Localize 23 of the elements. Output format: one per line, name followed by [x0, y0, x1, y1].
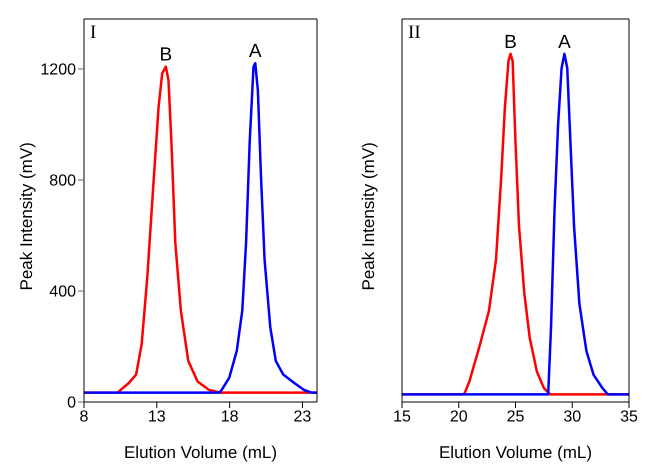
annotation: B — [504, 32, 517, 53]
x-tick-label: 13 — [148, 408, 166, 426]
y-tick-label: 1200 — [40, 62, 76, 79]
text: II — [408, 22, 421, 44]
x-tick-label: 8 — [80, 408, 89, 426]
y-tick-label: 400 — [49, 284, 76, 301]
annotation: A — [248, 41, 262, 62]
y-axis-title: Peak Intensity (mV) — [359, 142, 378, 290]
x-axis-title: Elution Volume (mL) — [124, 443, 278, 462]
x-tick-label: 25 — [506, 408, 524, 426]
x-tick-label: 30 — [563, 408, 582, 426]
x-tick-label: 18 — [220, 408, 239, 426]
y-tick-label: 0 — [67, 394, 76, 412]
x-axis-title: Elution Volume (mL) — [438, 443, 592, 462]
annotation: A — [558, 32, 572, 53]
x-tick-label: 15 — [393, 408, 411, 426]
x-tick-label: 20 — [450, 408, 468, 426]
y-tick-label: 800 — [49, 172, 76, 190]
x-tick-label: 23 — [294, 408, 312, 426]
y-axis-title: Peak Intensity (mV) — [17, 142, 36, 290]
x-tick-label: 35 — [620, 408, 638, 426]
annotation: B — [159, 44, 172, 66]
annotation: I — [90, 22, 96, 44]
